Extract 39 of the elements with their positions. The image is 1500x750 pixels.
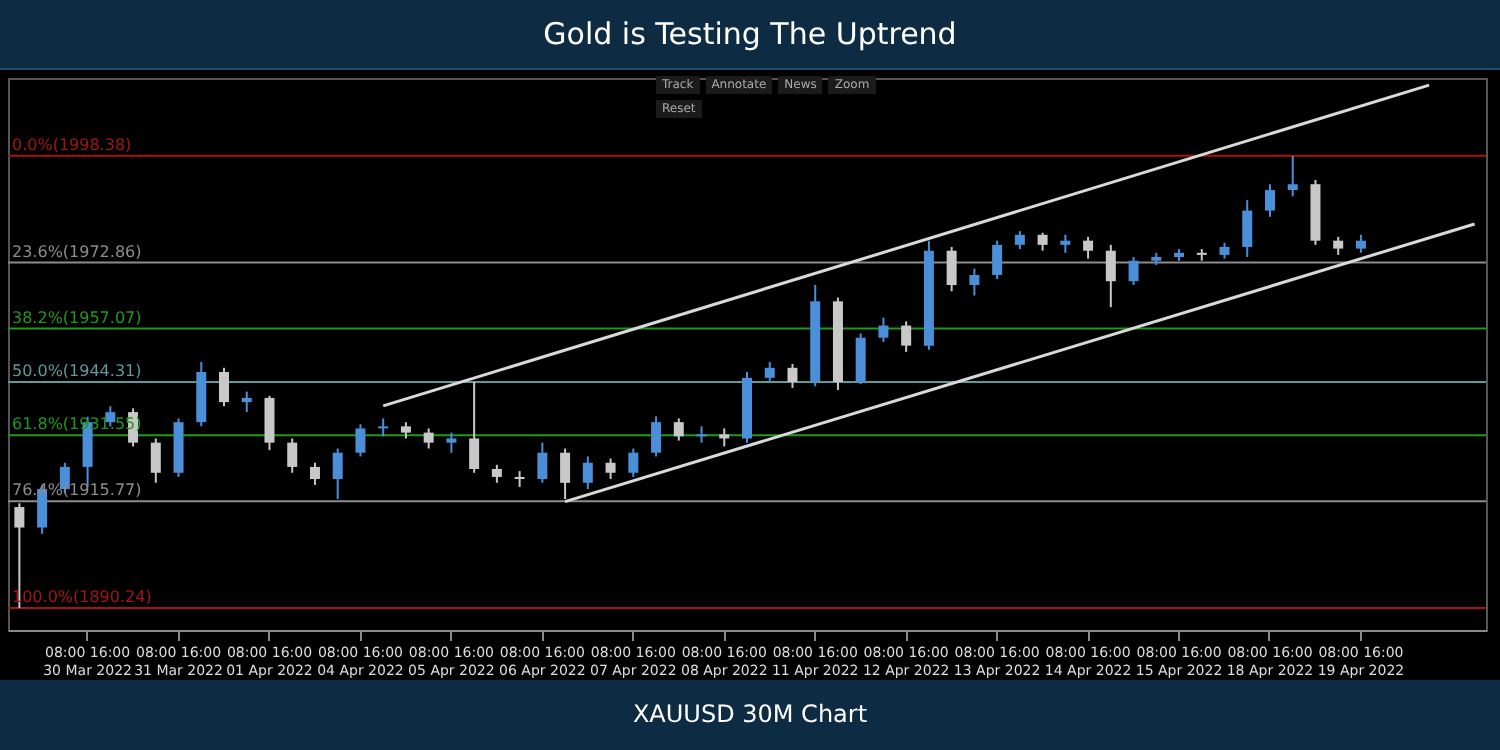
candlestick	[1264, 183, 1275, 218]
candlestick	[651, 415, 662, 458]
candlestick	[264, 394, 275, 452]
ref-line-label: 38.2%(1957.07)	[12, 308, 142, 327]
candlestick	[855, 332, 866, 386]
candlestick	[241, 390, 252, 414]
candlestick	[992, 239, 1003, 281]
candlestick	[946, 245, 957, 293]
ref-line-label: 23.6%(1972.86)	[12, 242, 142, 261]
candlestick	[332, 447, 343, 501]
candlestick	[469, 381, 480, 474]
candlestick	[673, 417, 684, 442]
ref-line-label: 50.0%(1944.31)	[12, 361, 142, 380]
candlestick	[1287, 154, 1298, 198]
candlestick	[1083, 235, 1094, 260]
candlestick	[423, 427, 434, 450]
candlestick	[1128, 255, 1139, 286]
candlestick	[969, 267, 980, 297]
candlestick	[1105, 243, 1116, 309]
candlestick	[355, 423, 366, 458]
candlestick	[1242, 199, 1253, 258]
candlestick	[764, 360, 775, 384]
candlestick	[696, 425, 707, 444]
candlestick	[605, 457, 616, 481]
candlestick	[560, 447, 571, 501]
chart-title: Gold is Testing The Uptrend	[0, 0, 1500, 70]
ref-line-label: 0.0%(1998.38)	[12, 135, 132, 154]
text: XAUUSD 30M Chart	[0, 680, 1500, 750]
candlestick	[878, 316, 889, 343]
candlestick	[582, 455, 593, 491]
candlestick	[787, 363, 798, 389]
candlestick	[537, 441, 548, 484]
candlestick	[150, 437, 161, 484]
candlestick	[219, 366, 230, 408]
candlestick	[901, 320, 912, 353]
candlestick	[309, 461, 320, 486]
candlestick	[446, 431, 457, 454]
candlestick	[287, 437, 298, 474]
candlestick	[628, 447, 639, 478]
